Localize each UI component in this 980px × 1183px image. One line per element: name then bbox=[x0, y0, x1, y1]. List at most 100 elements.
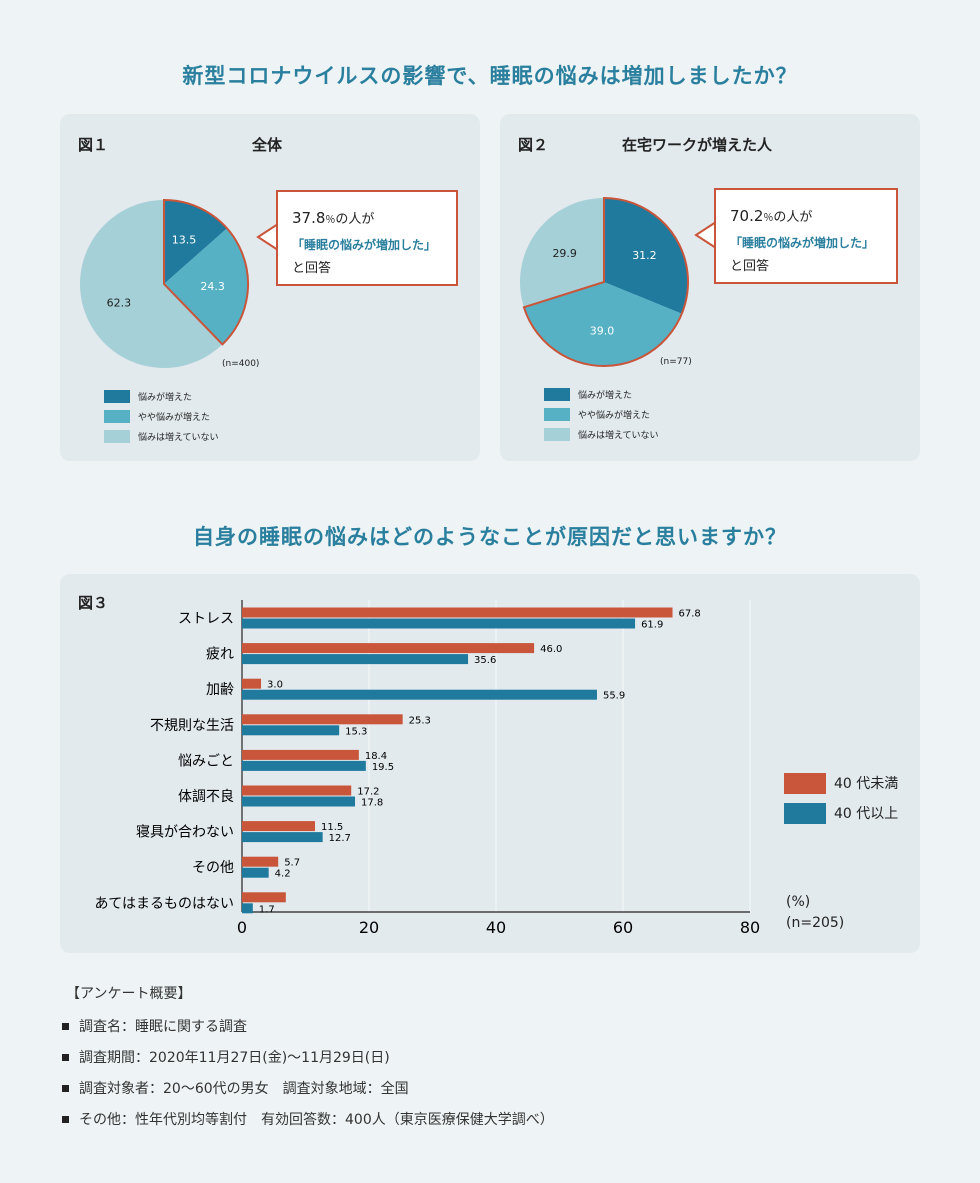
bar bbox=[242, 856, 279, 867]
fig1-callout-highlight: 「睡眠の悩みが増加した」 bbox=[292, 238, 437, 252]
pie-highlight-outline bbox=[163, 198, 249, 346]
legend-item: やや悩みが増えた bbox=[104, 406, 219, 426]
legend-item: 40 代以上 bbox=[784, 800, 898, 826]
fig1-title: 全体 bbox=[252, 136, 283, 154]
category-label: あてはまるものはない bbox=[95, 896, 234, 912]
category-label: 加齢 bbox=[206, 682, 234, 698]
category-label: 悩みごと bbox=[178, 753, 234, 769]
bar bbox=[242, 760, 366, 771]
fig1-callout-text3: と回答 bbox=[292, 261, 332, 276]
summary-text: 調査期間：2020年11月27日(金)〜11月29日(日) bbox=[79, 1050, 390, 1066]
bar bbox=[242, 749, 359, 760]
category-label: 体調不良 bbox=[178, 789, 234, 805]
legend-label: 悩みが増えた bbox=[138, 392, 193, 403]
pie-slice-label: 24.3 bbox=[200, 280, 225, 293]
bar-value-label: 17.2 bbox=[357, 787, 379, 798]
bar bbox=[242, 892, 286, 903]
x-tick-label: 80 bbox=[740, 918, 760, 937]
bar-value-label: 15.3 bbox=[345, 726, 367, 737]
bar-value-label: 4.2 bbox=[275, 869, 291, 880]
x-tick-label: 60 bbox=[613, 918, 633, 937]
x-tick-label: 40 bbox=[486, 918, 506, 937]
heading-sleep-causes: 自身の睡眠の悩みはどのようなことが原因だと思いますか？ bbox=[193, 525, 787, 549]
pie-slice bbox=[80, 200, 223, 368]
fig1-legend: 悩みが増えた やや悩みが増えた 悩みは増えていない bbox=[104, 386, 219, 446]
bar-value-label: 3.0 bbox=[267, 680, 283, 691]
fig3-label: 図３ bbox=[78, 594, 109, 612]
fig1-callout-pct: 37.8 bbox=[292, 209, 326, 227]
bar-value-label: 12.7 bbox=[329, 833, 351, 844]
summary-title: 【アンケート概要】 bbox=[66, 986, 192, 1002]
legend-label: やや悩みが増えた bbox=[138, 412, 211, 423]
summary-item: 調査期間：2020年11月27日(金)〜11月29日(日) bbox=[62, 1047, 390, 1067]
bar bbox=[242, 903, 253, 914]
bar bbox=[242, 821, 316, 832]
legend-label: 40 代未満 bbox=[834, 776, 899, 792]
legend-label: 悩みは増えていない bbox=[578, 430, 659, 441]
summary-item: 調査対象者：20〜60代の男女 調査対象地域：全国 bbox=[62, 1078, 409, 1098]
legend-item: 40 代未満 bbox=[784, 766, 898, 800]
legend-item: 悩みが増えた bbox=[104, 386, 219, 406]
bar bbox=[242, 796, 356, 807]
fig1-callout-text1: の人が bbox=[335, 212, 375, 227]
bar-value-label: 67.8 bbox=[679, 609, 701, 620]
fig1-callout: 37.8％の人が 「睡眠の悩みが増加した」 と回答 bbox=[276, 190, 458, 286]
bar-value-label: 5.7 bbox=[284, 858, 300, 869]
pie-slice-label: 29.9 bbox=[552, 247, 577, 260]
bar bbox=[242, 714, 403, 725]
pie-slice bbox=[164, 200, 227, 284]
heading-covid-sleep: 新型コロナウイルスの影響で、睡眠の悩みは増加しましたか？ bbox=[182, 64, 798, 88]
pie-slice bbox=[164, 228, 249, 345]
bar bbox=[242, 678, 262, 689]
pie-slice-label: 39.0 bbox=[590, 325, 615, 338]
category-label: その他 bbox=[192, 860, 234, 876]
summary-text: その他：性年代別均等割付 有効回答数：400人（東京医療保健大学調べ） bbox=[79, 1112, 554, 1128]
panel-fig3: 図３ 0 20 40 60 80 ストレス 67.8 61.9 疲れ 46.0 35.6 加齢 3.0 5… bbox=[60, 574, 920, 953]
category-label: 疲れ bbox=[206, 646, 234, 663]
bar-value-label: 35.6 bbox=[474, 655, 496, 666]
bar bbox=[242, 725, 340, 736]
fig2-callout-unit: ％ bbox=[763, 213, 774, 224]
fig2-n-label: (n=77) bbox=[660, 357, 692, 367]
fig2-legend: 悩みが増えた やや悩みが増えた 悩みは増えていない bbox=[544, 384, 659, 444]
legend-label: 悩みが増えた bbox=[578, 390, 633, 401]
bar bbox=[242, 689, 597, 700]
bar-value-label: 46.0 bbox=[540, 644, 562, 655]
legend-label: 悩みは増えていない bbox=[138, 432, 219, 443]
pie-highlight-outline bbox=[522, 196, 689, 367]
x-tick-label: 0 bbox=[237, 918, 247, 937]
bar bbox=[242, 785, 352, 796]
pie-chart-overall: 13.5 24.3 62.3 bbox=[80, 198, 249, 368]
fig3-legend: 40 代未満 40 代以上 bbox=[784, 766, 898, 826]
category-label: 不規則な生活 bbox=[150, 718, 234, 734]
legend-item: 悩みは増えていない bbox=[544, 424, 659, 444]
bar-value-label: 55.9 bbox=[603, 691, 625, 702]
bar-value-label: 19.5 bbox=[372, 762, 394, 773]
pie-slice-label: 62.3 bbox=[107, 296, 132, 309]
summary-text: 調査対象者：20〜60代の男女 調査対象地域：全国 bbox=[79, 1081, 409, 1097]
x-tick-label: 20 bbox=[359, 918, 379, 937]
fig3-n-label: (n=205) bbox=[786, 915, 845, 931]
bar bbox=[242, 607, 673, 618]
panel-fig1: 図１ 全体 13.5 24.3 62.3 (n=400) 37.8％の人が 「睡眠の… bbox=[60, 114, 480, 461]
fig2-callout-text3: と回答 bbox=[730, 259, 770, 274]
summary-item: その他：性年代別均等割付 有効回答数：400人（東京医療保健大学調べ） bbox=[62, 1109, 554, 1129]
summary-text: 調査名：睡眠に関する調査 bbox=[79, 1019, 247, 1035]
bar-chart-causes: 0 20 40 60 80 ストレス 67.8 61.9 疲れ 46.0 35.6 加齢 3.0 55.9… bbox=[95, 600, 760, 937]
panel-fig2: 図２ 在宅ワークが増えた人 31.2 39.0 29.9 (n=77) 70.2％の… bbox=[500, 114, 920, 461]
pie-slice bbox=[523, 282, 682, 366]
fig1-callout-unit: ％ bbox=[325, 215, 336, 226]
bar bbox=[242, 643, 535, 654]
bar-value-label: 25.3 bbox=[409, 715, 431, 726]
bar bbox=[242, 832, 323, 843]
fig2-callout: 70.2％の人が 「睡眠の悩みが増加した」 と回答 bbox=[714, 188, 898, 284]
fig1-n-label: (n=400) bbox=[222, 359, 260, 369]
bar-value-label: 18.4 bbox=[365, 751, 387, 762]
bar-value-label: 17.8 bbox=[361, 798, 383, 809]
bar bbox=[242, 618, 636, 629]
fig2-title: 在宅ワークが増えた人 bbox=[622, 136, 773, 154]
pie-chart-remote-work: 31.2 39.0 29.9 bbox=[520, 196, 689, 367]
legend-item: 悩みは増えていない bbox=[104, 426, 219, 446]
bar-value-label: 1.7 bbox=[259, 904, 275, 915]
fig1-label: 図１ bbox=[78, 136, 109, 154]
